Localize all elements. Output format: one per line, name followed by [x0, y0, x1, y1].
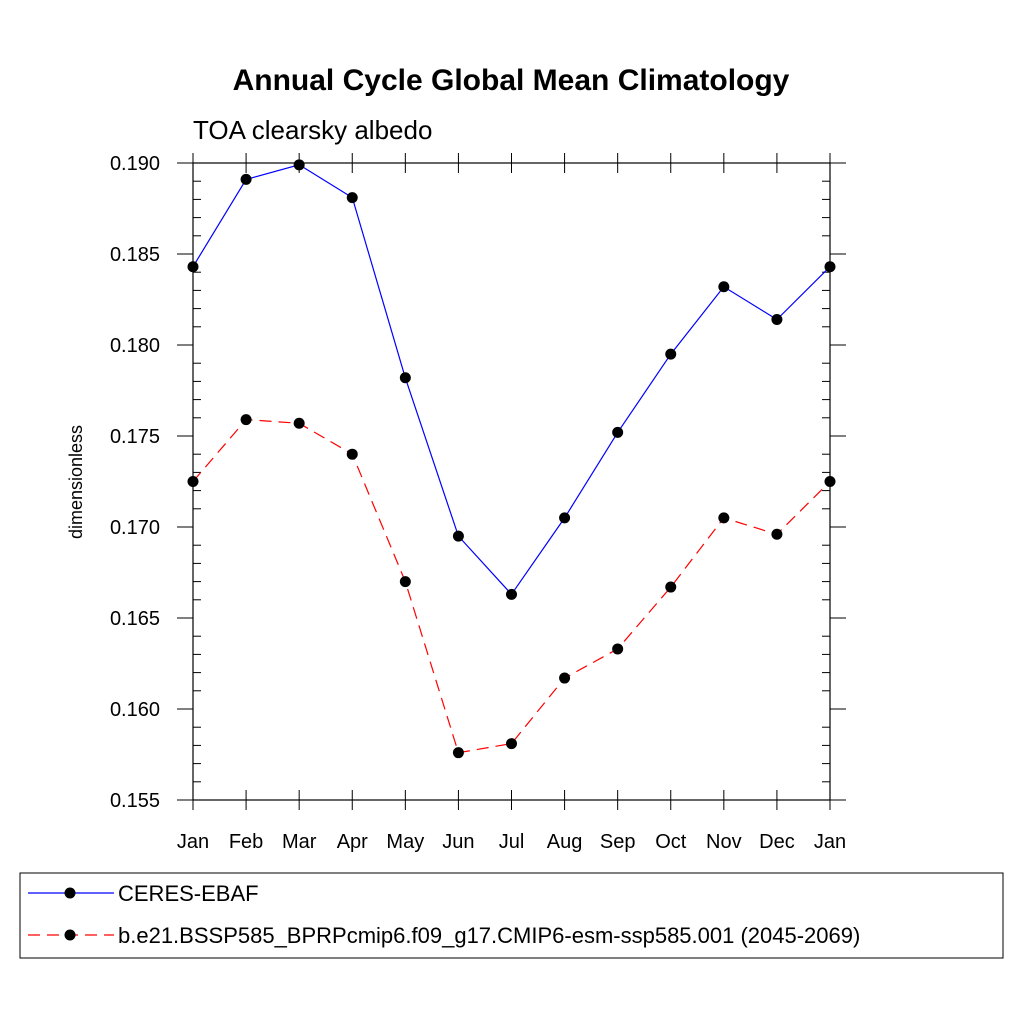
chart-title: Annual Cycle Global Mean Climatology: [233, 64, 790, 97]
series-1-point: [399, 372, 411, 384]
y-tick-label: 0.155: [110, 790, 160, 812]
series-1-point: [771, 314, 783, 326]
series-1-point: [293, 159, 305, 171]
series-1-point: [612, 426, 624, 438]
y-tick-label: 0.160: [110, 699, 160, 721]
series-2-point: [771, 528, 783, 540]
series-2-point: [240, 414, 252, 426]
legend-box: [19, 872, 1004, 959]
series-1-point: [824, 261, 836, 273]
x-tick-label: Feb: [229, 831, 263, 853]
y-tick-label: 0.185: [110, 244, 160, 266]
series-1-point: [452, 530, 464, 542]
x-tick-label: Oct: [655, 831, 687, 853]
series-1-point: [346, 192, 358, 204]
y-axis-label: dimensionless: [66, 425, 86, 539]
series-layer: [187, 159, 836, 759]
y-tick-label: 0.180: [110, 335, 160, 357]
series-1-point: [506, 588, 517, 600]
x-tick-label: Aug: [547, 831, 583, 853]
series-2-point: [187, 476, 199, 487]
series-2-point: [824, 476, 836, 487]
x-tick-label: Mar: [282, 831, 317, 853]
series-line-1: [192, 164, 831, 596]
x-tick-label: Sep: [600, 831, 636, 853]
series-1-point: [187, 261, 199, 273]
y-tick-label: 0.175: [110, 426, 160, 448]
axis-ticks: Jan Feb Mar Apr May Jun Jul Aug Sep Oct Nov Dec Jan 0…: [110, 153, 846, 853]
y-tick-label: 0.165: [110, 608, 160, 630]
series-2-point: [293, 417, 305, 429]
legend: CERES-EBAF b.e21.BSSP585_BPRPcmip6.f09_g1…: [28, 881, 860, 948]
x-tick-label: Jul: [499, 831, 525, 853]
y-tick-label: 0.190: [110, 153, 160, 175]
series-line-2: [192, 418, 831, 754]
x-tick-label: May: [386, 831, 424, 853]
series-2-point: [452, 747, 464, 759]
x-tick-label: Jun: [442, 831, 474, 853]
x-tick-label: Jan: [814, 831, 846, 853]
series-2-point: [506, 738, 517, 750]
legend-marker-2: [64, 929, 76, 941]
x-tick-label: Jan: [177, 831, 209, 853]
series-2-point: [559, 672, 571, 684]
series-2-point: [399, 576, 411, 588]
x-tick-label: Apr: [337, 831, 368, 853]
legend-marker-1: [64, 887, 76, 899]
series-2-point: [612, 643, 624, 655]
legend-label-2: b.e21.BSSP585_BPRPcmip6.f09_g17.CMIP6-es…: [118, 923, 860, 948]
x-tick-label: Dec: [759, 831, 795, 853]
y-tick-label: 0.170: [110, 517, 160, 539]
series-2-point: [718, 512, 730, 524]
plot-frame: [192, 162, 831, 801]
chart-subtitle: TOA clearsky albedo: [193, 115, 432, 145]
series-1-point: [718, 281, 730, 293]
x-tick-label: Nov: [706, 831, 742, 853]
series-1-point: [559, 512, 571, 524]
legend-label-1: CERES-EBAF: [118, 881, 259, 906]
series-2-point: [665, 581, 677, 593]
series-2-point: [346, 448, 358, 460]
series-1-point: [240, 173, 252, 185]
series-1-point: [665, 348, 677, 360]
